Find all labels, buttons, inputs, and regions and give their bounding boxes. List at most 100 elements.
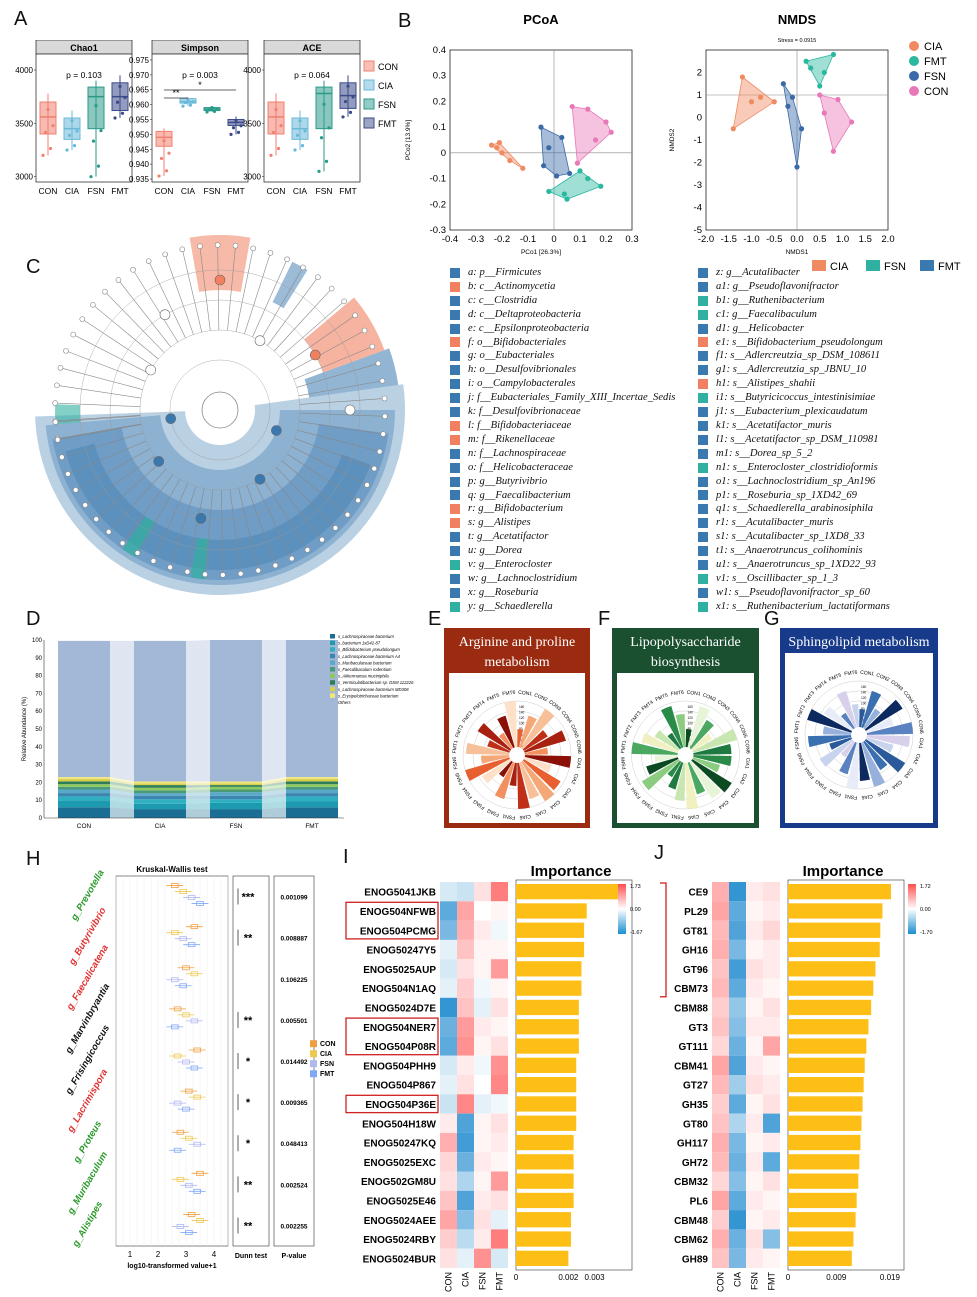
sample-point	[541, 163, 547, 169]
stack-segment	[58, 800, 110, 808]
iqr-box	[193, 1094, 201, 1100]
legend-label: s_Faecalibaculum rodentium	[338, 667, 392, 672]
point	[167, 151, 171, 155]
flow-band	[186, 802, 210, 810]
y-tick-label: 70	[35, 691, 42, 697]
radial-bar	[517, 762, 530, 809]
clade-node	[344, 404, 356, 416]
branch	[286, 453, 359, 501]
legend-label: FMT	[320, 1071, 335, 1078]
point	[67, 133, 72, 137]
iqr-box	[193, 1188, 201, 1194]
legend-entry: g1: s__Adlercreutzia_sp_JBNU_10	[698, 363, 890, 377]
point	[72, 144, 77, 148]
radial-label: CON4	[560, 710, 573, 725]
legend-label: l: f__Bifidobacteriaceae	[468, 419, 572, 431]
legend-label: f1: s__Adlercreutzia_sp_DSM_108611	[716, 350, 881, 362]
point	[351, 95, 355, 99]
importance-title: Importance	[803, 863, 884, 880]
leaf-node	[379, 377, 386, 384]
panel-label-h: H	[26, 848, 41, 870]
importance-bar	[516, 884, 619, 900]
heatmap-cell	[729, 901, 746, 921]
leaf-node	[361, 327, 368, 334]
radial-grid	[462, 700, 572, 810]
radial-label: FMT4	[814, 679, 828, 692]
legend-dot	[909, 56, 919, 66]
heatmap-cell	[457, 1132, 474, 1153]
heatmap-cell	[712, 1094, 729, 1114]
heatmap-cell	[474, 997, 491, 1018]
column-label: CIA	[461, 1272, 471, 1287]
legend-label: s_Lachnospiraceae bacterium A4	[338, 654, 401, 659]
legend-entry: i1: s__Butyricicoccus_intestinisimiae	[698, 391, 890, 405]
leaf-node	[375, 360, 382, 367]
heatmap-cell	[440, 1094, 457, 1114]
radial-bar	[481, 759, 512, 784]
legend-label: m1: s__Dorea_sp_5_2	[716, 447, 813, 459]
iqr-box	[182, 1012, 190, 1018]
heatmap-cell	[491, 997, 508, 1018]
heatmap-cell	[712, 1036, 729, 1056]
point	[210, 106, 214, 110]
stack-segment	[134, 799, 186, 804]
importance-bar	[788, 884, 892, 900]
branch	[299, 412, 385, 417]
radial-bar	[808, 735, 852, 748]
leaf-node	[54, 436, 61, 443]
branch	[259, 267, 304, 342]
legend-swatch	[450, 601, 460, 612]
legend-swatch	[698, 546, 708, 557]
radial-bar	[829, 737, 852, 750]
heatmap-cell	[763, 1055, 780, 1075]
legend-label: b1: g__Ruthenibacterium	[716, 294, 825, 306]
x-tick-label: CON	[77, 823, 92, 830]
heatmap-cell	[729, 920, 746, 940]
legend-label: FMT	[378, 119, 397, 129]
legend-label: o: f__Helicobacteraceae	[468, 461, 574, 473]
legend-label: s_Vermiculatibacterium sp. DSM 112226	[338, 680, 414, 685]
legend-swatch	[698, 351, 708, 362]
sample-point	[748, 99, 755, 105]
radial-bar	[692, 757, 721, 773]
feature-label: ENOG504P36E	[365, 1100, 436, 1111]
flow-band	[186, 781, 210, 784]
panel-label-j: J	[654, 842, 664, 864]
legend-label: r: g__Bifidobacterium	[468, 503, 564, 515]
column-label: CON	[716, 1272, 726, 1292]
iqr-box	[173, 1053, 182, 1059]
flow-band	[262, 796, 286, 803]
flow-band	[110, 786, 134, 794]
radial-bar	[866, 717, 894, 733]
radial-bar	[859, 709, 866, 728]
feature-label: ENOG504NFWB	[360, 907, 436, 918]
heatmap-cell	[712, 1248, 729, 1268]
importance-bar	[516, 922, 585, 938]
p-value: 0.005501	[280, 1018, 307, 1025]
point	[322, 102, 326, 106]
radial-bar	[481, 755, 510, 764]
y-tick-label: 0.4	[433, 45, 446, 56]
radial-label: CIA5	[876, 787, 889, 797]
radial-grid	[631, 700, 740, 810]
importance-bar	[788, 1038, 867, 1054]
facet-title: ACE	[302, 43, 321, 53]
legend-entry: e: c__Epsilonproteobacteria	[450, 322, 675, 336]
branch	[269, 472, 323, 540]
feature-label: GT81	[683, 926, 708, 937]
legend-entry: f: o__Bifidobacteriales	[450, 336, 675, 350]
heatmap-cell	[763, 1171, 780, 1191]
dunn-frame	[232, 875, 270, 1247]
sample-point	[830, 51, 836, 58]
point	[115, 100, 120, 104]
legend-label: x1: s__Ruthenibacterium_lactatiformans	[716, 600, 890, 612]
stack-segment	[286, 807, 338, 818]
importance-bar	[788, 1115, 862, 1131]
sample-point	[577, 168, 583, 174]
sample-point	[585, 175, 591, 182]
stack-segment	[286, 793, 338, 797]
branch	[67, 440, 147, 475]
point	[346, 84, 350, 88]
iqr-box	[185, 1088, 193, 1094]
y-tick-label: -5	[694, 225, 702, 236]
